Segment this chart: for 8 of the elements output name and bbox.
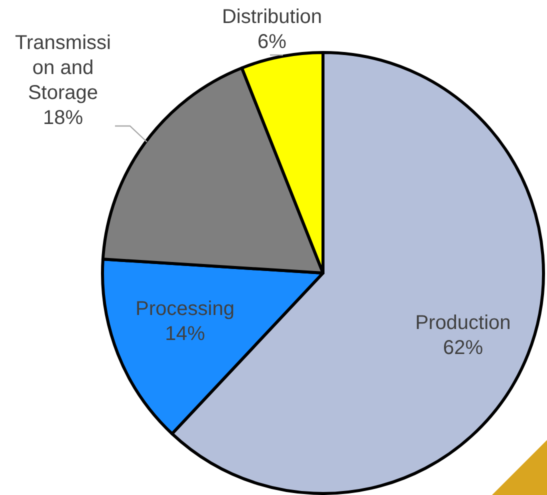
slice-label: Distribution [222, 6, 322, 28]
slice-label: Production [415, 312, 511, 334]
data-label: 14% [164, 323, 206, 346]
data-label: 18% [42, 107, 84, 130]
data-label: 6% [258, 31, 287, 54]
slice-label: Transmission and Storage [15, 32, 111, 104]
slice-label: Processing [136, 298, 234, 320]
data-label: 62% [442, 337, 484, 360]
